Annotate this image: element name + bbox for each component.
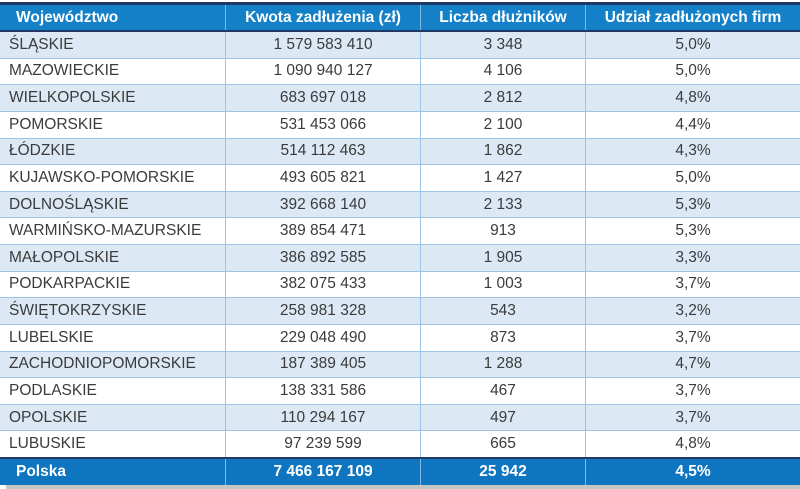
table-row: WARMIŃSKO-MAZURSKIE 389 854 471 913 5,3% [0,218,800,245]
table-row: KUJAWSKO-POMORSKIE 493 605 821 1 427 5,0… [0,165,800,192]
amount-cell: 187 389 405 [225,351,420,378]
total-share-cell: 4,5% [585,459,800,485]
header-divider [0,30,800,32]
share-cell: 3,7% [585,404,800,431]
debtors-cell: 497 [420,404,585,431]
amount-cell: 1 090 940 127 [225,58,420,85]
amount-cell: 382 075 433 [225,271,420,298]
amount-cell: 493 605 821 [225,165,420,191]
region-cell: WIELKOPOLSKIE [9,89,136,107]
region-cell: WARMIŃSKO-MAZURSKIE [9,222,202,240]
debtors-cell: 665 [420,431,585,457]
region-cell: LUBUSKIE [9,435,86,453]
debtors-cell: 913 [420,218,585,244]
table-row: POMORSKIE 531 453 066 2 100 4,4% [0,111,800,139]
total-row: Polska 7 466 167 109 25 942 4,5% [0,459,800,485]
share-cell: 5,0% [585,165,800,191]
column-header-liczba: Liczba dłużników [420,5,585,30]
amount-cell: 514 112 463 [225,138,420,165]
share-cell: 3,2% [585,298,800,324]
debtors-cell: 873 [420,324,585,351]
region-cell: KUJAWSKO-POMORSKIE [9,168,195,186]
share-cell: 5,0% [585,58,800,85]
amount-cell: 138 331 586 [225,378,420,404]
table-drop-shadow [6,485,800,489]
share-cell: 3,7% [585,378,800,404]
region-cell: ŁÓDZKIE [9,142,76,160]
table-top-border [0,2,800,5]
table-row: ZACHODNIOPOMORSKIE 187 389 405 1 288 4,7… [0,351,800,379]
table-row: WIELKOPOLSKIE 683 697 018 2 812 4,8% [0,85,800,112]
table-row: LUBUSKIE 97 239 599 665 4,8% [0,431,800,457]
table-row: DOLNOŚLĄSKIE 392 668 140 2 133 5,3% [0,191,800,219]
debtors-cell: 1 288 [420,351,585,378]
footer-divider [0,457,800,459]
share-cell: 4,7% [585,351,800,378]
amount-cell: 110 294 167 [225,404,420,431]
share-cell: 5,0% [585,32,800,58]
amount-cell: 386 892 585 [225,245,420,271]
region-cell: ŚLĄSKIE [9,35,74,53]
amount-cell: 531 453 066 [225,111,420,138]
share-cell: 3,3% [585,245,800,271]
debtors-cell: 3 348 [420,32,585,58]
region-cell: MAŁOPOLSKIE [9,248,120,266]
debtors-cell: 4 106 [420,58,585,85]
debtors-cell: 1 003 [420,271,585,298]
region-cell: PODKARPACKIE [9,275,131,293]
region-cell: MAZOWIECKIE [9,62,120,80]
region-cell: PODLASKIE [9,381,97,399]
amount-cell: 97 239 599 [225,431,420,457]
amount-cell: 389 854 471 [225,218,420,244]
share-cell: 4,3% [585,138,800,165]
table-row: ŚLĄSKIE 1 579 583 410 3 348 5,0% [0,32,800,59]
amount-cell: 1 579 583 410 [225,32,420,58]
table-row: ŚWIĘTOKRZYSKIE 258 981 328 543 3,2% [0,298,800,325]
total-debtors-cell: 25 942 [420,459,585,485]
debtors-cell: 543 [420,298,585,324]
table-row: OPOLSKIE 110 294 167 497 3,7% [0,404,800,432]
share-cell: 4,8% [585,85,800,111]
amount-cell: 229 048 490 [225,324,420,351]
table-header-row: Województwo Kwota zadłużenia (zł) Liczba… [0,5,800,30]
table-row: ŁÓDZKIE 514 112 463 1 862 4,3% [0,138,800,166]
table-row: MAŁOPOLSKIE 386 892 585 1 905 3,3% [0,245,800,272]
table-row: PODLASKIE 138 331 586 467 3,7% [0,378,800,405]
column-header-kwota: Kwota zadłużenia (zł) [225,5,420,30]
column-header-udzial: Udział zadłużonych firm [585,5,800,30]
debtors-cell: 2 812 [420,85,585,111]
share-cell: 4,8% [585,431,800,457]
amount-cell: 392 668 140 [225,191,420,218]
region-cell: DOLNOŚLĄSKIE [9,195,129,213]
debtors-cell: 1 905 [420,245,585,271]
debtors-cell: 2 133 [420,191,585,218]
share-cell: 5,3% [585,218,800,244]
debtors-cell: 1 862 [420,138,585,165]
region-cell: LUBELSKIE [9,328,94,346]
share-cell: 4,4% [585,111,800,138]
table-body: ŚLĄSKIE 1 579 583 410 3 348 5,0% MAZOWIE… [0,32,800,457]
table-row: MAZOWIECKIE 1 090 940 127 4 106 5,0% [0,58,800,86]
amount-cell: 683 697 018 [225,85,420,111]
share-cell: 3,7% [585,271,800,298]
region-cell: POMORSKIE [9,115,103,133]
table-row: PODKARPACKIE 382 075 433 1 003 3,7% [0,271,800,299]
column-header-wojewodztwo: Województwo [16,8,119,26]
region-cell: ŚWIĘTOKRZYSKIE [9,302,147,320]
total-amount-cell: 7 466 167 109 [225,459,420,485]
region-cell: OPOLSKIE [9,408,88,426]
total-label: Polska [16,463,66,480]
debtors-cell: 467 [420,378,585,404]
amount-cell: 258 981 328 [225,298,420,324]
share-cell: 5,3% [585,191,800,218]
region-cell: ZACHODNIOPOMORSKIE [9,355,196,373]
debtors-cell: 2 100 [420,111,585,138]
debtors-cell: 1 427 [420,165,585,191]
share-cell: 3,7% [585,324,800,351]
table-row: LUBELSKIE 229 048 490 873 3,7% [0,324,800,352]
